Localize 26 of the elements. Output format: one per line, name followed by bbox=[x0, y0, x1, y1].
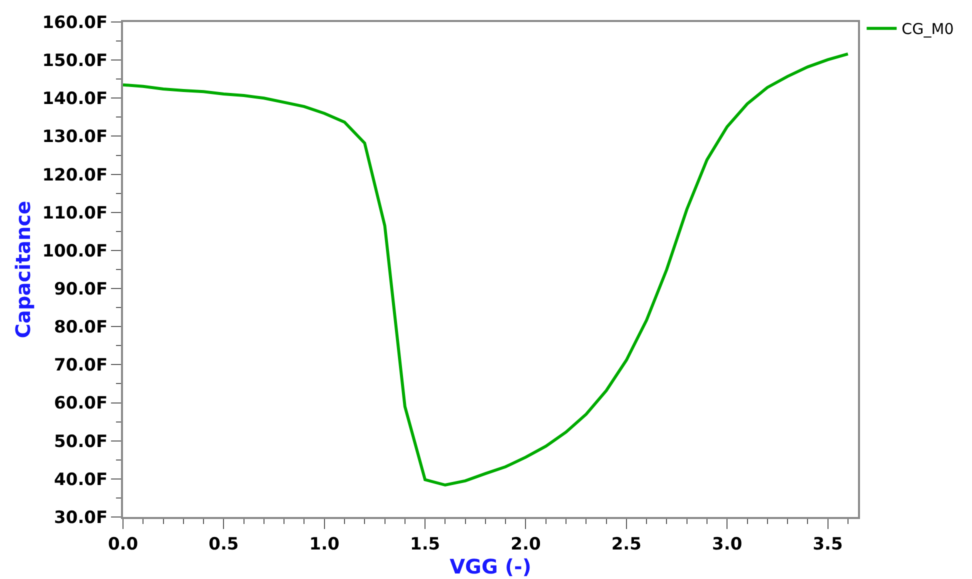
y-tick-label: 60.0F bbox=[54, 394, 108, 414]
x-tick-label: 2.0 bbox=[510, 534, 541, 554]
y-tick-label: 130.0F bbox=[42, 127, 108, 148]
y-tick-label: 90.0F bbox=[54, 279, 108, 300]
x-tick-label: 2.5 bbox=[611, 534, 642, 554]
y-tick-label: 40.0F bbox=[54, 470, 108, 490]
y-tick-label: 80.0F bbox=[54, 318, 108, 338]
x-tick-label: 1.5 bbox=[410, 534, 440, 554]
y-axis-title: Capacitance bbox=[11, 200, 36, 338]
y-tick-label: 120.0F bbox=[42, 165, 108, 186]
x-axis-title: VGG (-) bbox=[450, 554, 532, 578]
y-tick-label: 160.0F bbox=[42, 12, 108, 33]
y-tick-label: 150.0F bbox=[42, 51, 108, 72]
x-tick-label: 1.0 bbox=[309, 534, 340, 554]
x-tick-label: 0.0 bbox=[108, 534, 138, 554]
x-tick-label: 3.5 bbox=[812, 534, 843, 554]
y-tick-label: 110.0F bbox=[42, 203, 108, 224]
y-tick-label: 140.0F bbox=[42, 89, 108, 110]
y-tick-label: 50.0F bbox=[54, 432, 108, 452]
y-tick-label: 70.0F bbox=[54, 356, 108, 376]
y-tick-label: 100.0F bbox=[42, 241, 108, 262]
line-series bbox=[123, 52, 850, 487]
y-tick-label: 30.0F bbox=[54, 508, 108, 528]
x-tick-label: 3.0 bbox=[712, 534, 742, 554]
legend-label: CG_M0 bbox=[902, 20, 954, 38]
x-tick-label: 0.5 bbox=[208, 534, 239, 554]
